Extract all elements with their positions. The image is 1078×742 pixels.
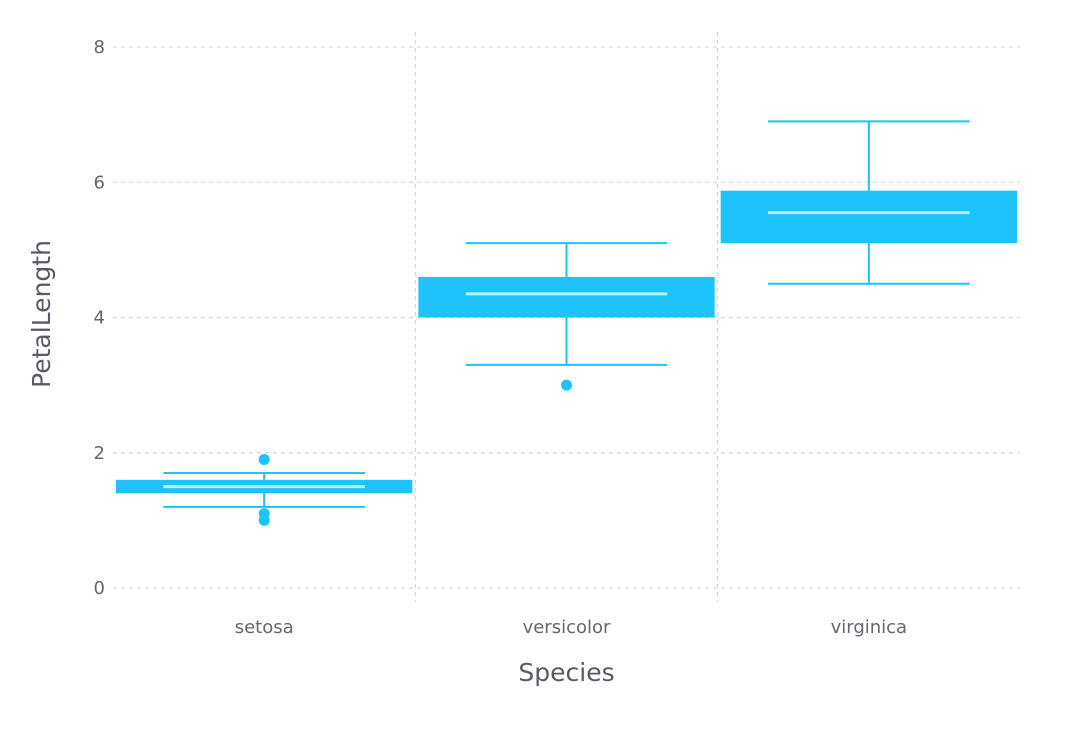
box-setosa	[116, 454, 413, 526]
outlier-point	[258, 454, 270, 466]
y-tick-label: 6	[94, 172, 105, 193]
x-tick-label: virginica	[831, 617, 908, 638]
y-tick-label: 4	[94, 308, 105, 329]
y-tick-label: 2	[94, 443, 105, 464]
box-versicolor	[418, 242, 715, 391]
y-axis-title: PetalLength	[27, 240, 56, 388]
y-tick-label: 0	[94, 578, 105, 599]
x-tick-label: setosa	[235, 617, 294, 638]
box-virginica	[720, 120, 1017, 285]
box-layer	[116, 120, 1017, 526]
x-axis-title: Species	[518, 658, 614, 687]
y-tick-label: 8	[94, 37, 105, 58]
iqr-box	[418, 276, 715, 318]
iqr-box	[720, 190, 1017, 244]
outlier-point	[258, 508, 270, 520]
x-tick-label: versicolor	[523, 617, 611, 638]
label-layer: 0 2 4 6 8 setosa versicolor virginica	[94, 37, 908, 638]
outlier-point	[561, 379, 572, 391]
